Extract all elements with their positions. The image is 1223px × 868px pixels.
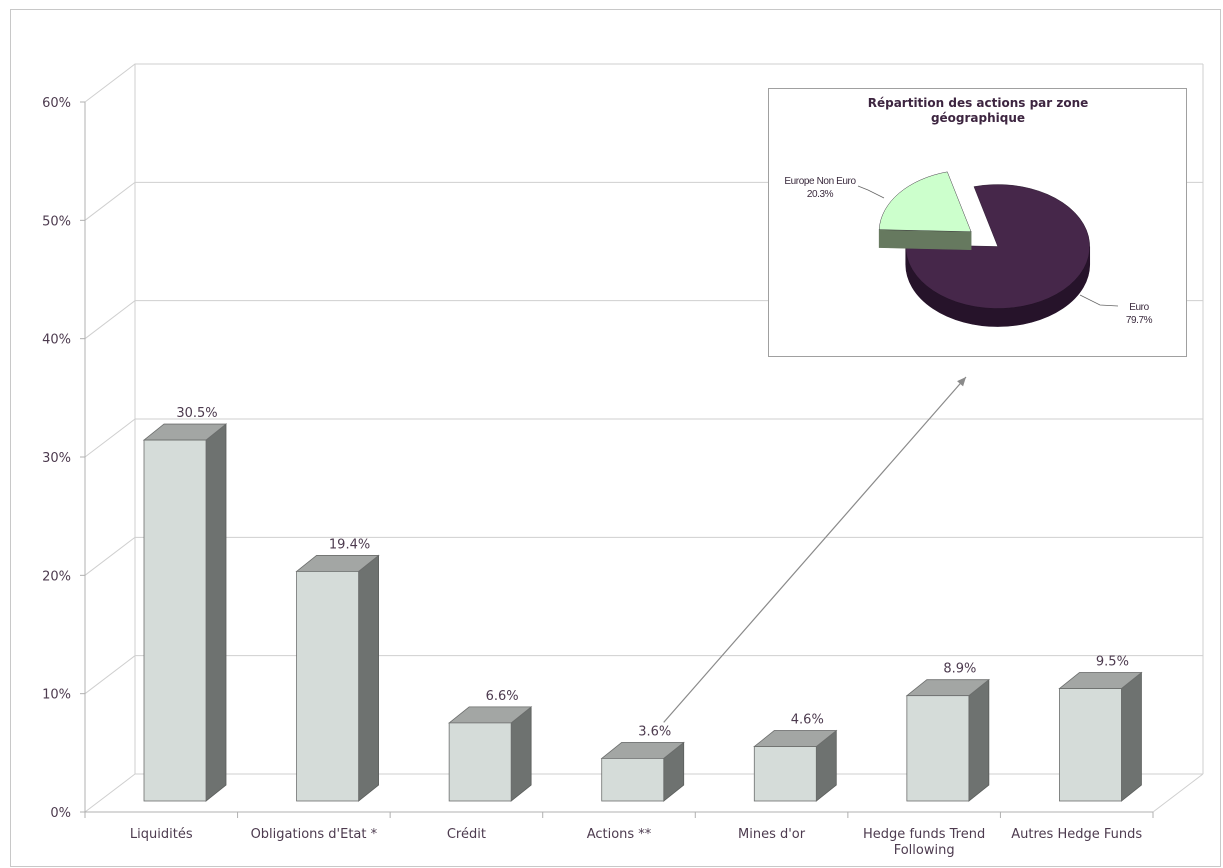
bar [1058, 671, 1143, 802]
pie-label-euro: Euro 79.7% [1079, 294, 1153, 326]
pie-label-europe-non-euro: Europe Non Euro 20.3% [784, 176, 885, 200]
bar-front-face [1059, 688, 1122, 802]
y-axis-tick-labels: 0% 10% 20% 30% 40% 50% 60% [42, 96, 71, 821]
x-tick-label: Crédit [447, 827, 486, 842]
y-tick-label: 30% [42, 451, 71, 466]
bar-side-face [1121, 671, 1142, 802]
bar-front-face [906, 695, 970, 802]
x-tick-label: Hedge funds Trend Following [863, 827, 985, 858]
pie-leader-line [857, 185, 885, 199]
bar [295, 554, 380, 802]
callout-arrow-line [663, 376, 967, 723]
gridline [84, 655, 1203, 695]
pie-label-name: Europe Non Euro [784, 176, 856, 187]
inset-pie-chart: Répartition des actions par zone géograph… [768, 88, 1187, 357]
x-tick-label: Obligations d'Etat * [251, 827, 378, 842]
bar-side-face [510, 706, 532, 802]
pie-label-value: 20.3% [807, 189, 834, 200]
bar [600, 741, 685, 802]
gridline [84, 536, 1203, 576]
x-tick-label: Mines d'or [738, 827, 806, 842]
bar-data-label: 3.6% [638, 724, 671, 739]
y-tick-label: 10% [42, 688, 71, 703]
floor-edge [1152, 773, 1204, 813]
x-tick-label: Autres Hedge Funds [1011, 827, 1142, 842]
x-tick-label: Actions ** [587, 827, 652, 842]
pie-label-value: 79.7% [1126, 315, 1153, 326]
pie-leader-line [1079, 294, 1119, 307]
gridline [84, 418, 1203, 458]
pie-slice [905, 184, 1091, 327]
y-tick-label: 60% [42, 96, 71, 111]
pie-slice-cut-face [878, 229, 972, 251]
chart-frame [10, 9, 1221, 867]
bar [905, 678, 990, 802]
bar-front-face [296, 571, 359, 802]
bar [448, 706, 533, 802]
inset-title: Répartition des actions par zone géograph… [868, 96, 1089, 125]
axes [80, 101, 1154, 818]
bar [142, 423, 228, 802]
bar-data-labels: 30.5% 19.4% 6.6% 3.6% 4.6% 8.9% 9.5% [176, 406, 1129, 739]
bar-data-label: 8.9% [943, 662, 976, 677]
y-tick-label: 20% [42, 569, 71, 584]
pie-label-name: Euro [1129, 302, 1149, 313]
callout-arrow-head [957, 377, 966, 387]
callout-arrow [663, 376, 967, 723]
pie-slice [878, 171, 972, 251]
bar-side-face [205, 423, 227, 802]
bar-data-label: 6.6% [486, 689, 519, 704]
y-tick-label: 0% [50, 806, 71, 821]
bar-data-label: 30.5% [176, 406, 217, 421]
bar-front-face [143, 439, 207, 802]
bar [753, 729, 838, 802]
bar-data-label: 4.6% [791, 713, 824, 728]
y-tick-label: 40% [42, 333, 71, 348]
y-tick-label: 50% [42, 214, 71, 229]
x-tick-label: Liquidités [130, 827, 193, 842]
pie-slice-top [905, 184, 1090, 309]
pie-slice-top [878, 171, 972, 232]
bars [142, 423, 1143, 802]
x-axis-tick-labels: Liquidités Obligations d'Etat * Crédit Acti… [130, 827, 1142, 858]
bar-front-face [448, 722, 512, 802]
bar-side-face [358, 554, 379, 802]
bar-side-face [968, 678, 990, 802]
bar-front-face [753, 746, 817, 802]
bar-data-label: 19.4% [329, 537, 370, 552]
bar-front-face [601, 758, 665, 802]
bar-data-label: 9.5% [1096, 655, 1129, 670]
